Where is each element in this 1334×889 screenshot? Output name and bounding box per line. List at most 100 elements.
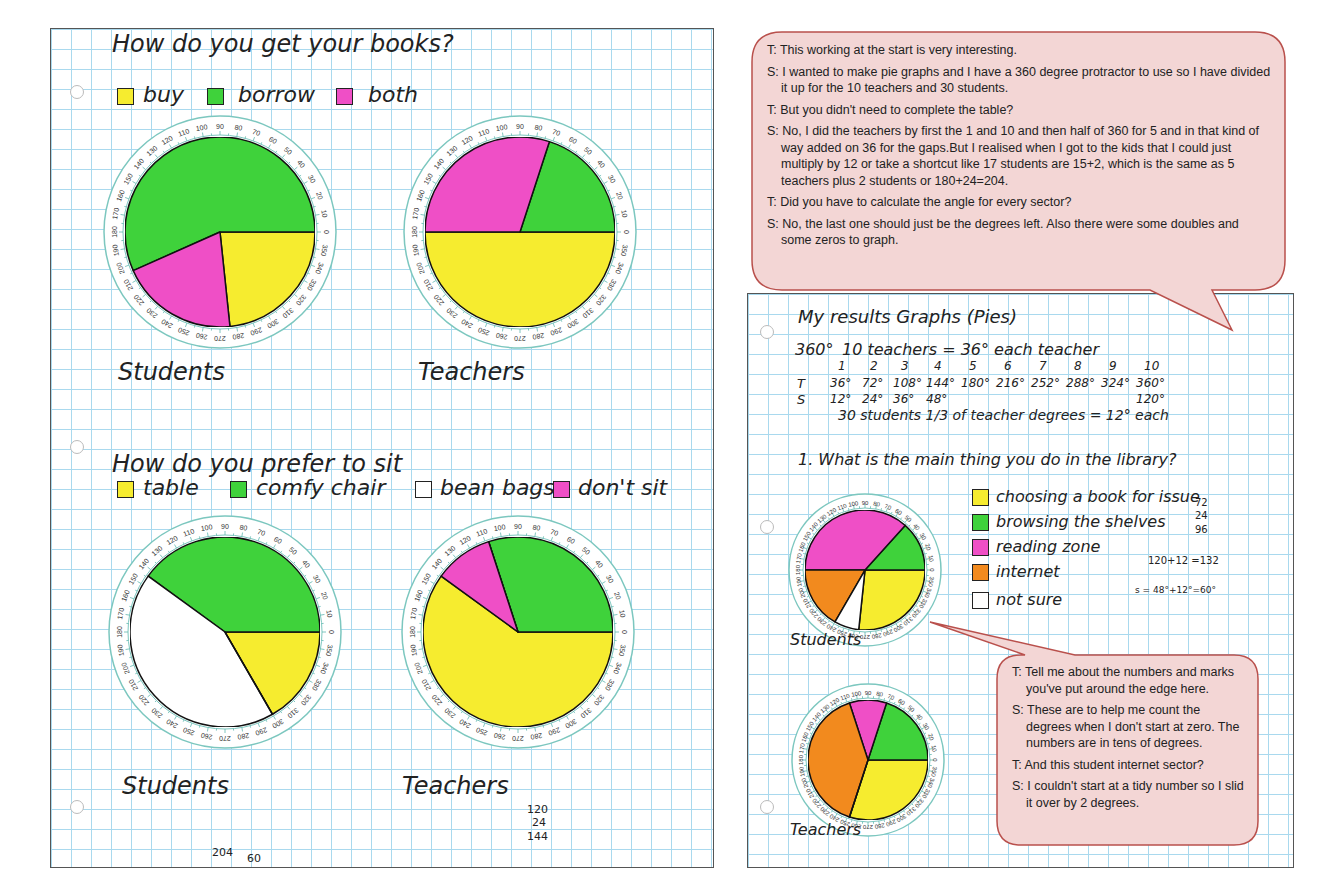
svg-text:100: 100 — [200, 523, 213, 532]
svg-text:190: 190 — [409, 644, 418, 657]
svg-text:90: 90 — [514, 523, 522, 530]
svg-text:180: 180 — [111, 226, 118, 238]
svg-text:130: 130 — [145, 144, 159, 157]
svg-text:90: 90 — [865, 690, 872, 696]
svg-text:310: 310 — [281, 307, 295, 320]
svg-text:340: 340 — [926, 777, 935, 789]
svg-text:150: 150 — [422, 172, 434, 186]
svg-text:100: 100 — [493, 523, 506, 532]
svg-text:20: 20 — [315, 191, 324, 201]
svg-text:110: 110 — [182, 527, 195, 537]
svg-text:200: 200 — [415, 261, 426, 274]
svg-text:210: 210 — [422, 278, 434, 292]
svg-text:80: 80 — [234, 123, 243, 131]
svg-text:150: 150 — [805, 720, 816, 732]
svg-text:30: 30 — [605, 574, 615, 584]
svg-text:0: 0 — [623, 230, 630, 234]
svg-text:150: 150 — [802, 530, 813, 542]
svg-text:60: 60 — [568, 135, 578, 145]
svg-text:240: 240 — [165, 718, 179, 730]
svg-text:40: 40 — [296, 159, 306, 170]
svg-text:70: 70 — [884, 503, 893, 511]
svg-text:230: 230 — [816, 615, 828, 626]
svg-text:140: 140 — [132, 157, 145, 171]
svg-text:30: 30 — [607, 174, 617, 184]
svg-text:140: 140 — [811, 711, 822, 723]
svg-text:290: 290 — [885, 818, 897, 827]
svg-text:300: 300 — [266, 318, 280, 330]
svg-text:110: 110 — [475, 527, 488, 537]
svg-text:220: 220 — [432, 293, 445, 307]
svg-text:160: 160 — [413, 589, 424, 602]
svg-text:70: 70 — [551, 128, 561, 137]
svg-text:210: 210 — [420, 678, 432, 692]
svg-text:300: 300 — [271, 718, 285, 730]
svg-text:290: 290 — [882, 628, 894, 637]
svg-text:100: 100 — [848, 500, 860, 508]
svg-text:190: 190 — [795, 576, 803, 588]
svg-text:180: 180 — [409, 626, 416, 638]
svg-text:10: 10 — [618, 609, 626, 618]
svg-text:290: 290 — [549, 326, 562, 337]
svg-text:220: 220 — [808, 607, 819, 619]
svg-text:130: 130 — [443, 544, 457, 557]
svg-text:250: 250 — [475, 726, 488, 737]
svg-text:190: 190 — [116, 644, 125, 657]
svg-text:0: 0 — [621, 630, 628, 634]
svg-text:230: 230 — [819, 805, 831, 816]
svg-text:70: 70 — [887, 693, 896, 701]
svg-text:190: 190 — [798, 766, 806, 778]
svg-text:340: 340 — [612, 662, 623, 675]
svg-text:60: 60 — [566, 535, 576, 545]
svg-text:220: 220 — [430, 693, 443, 707]
svg-text:280: 280 — [871, 632, 883, 640]
svg-text:50: 50 — [583, 146, 594, 156]
svg-text:120: 120 — [829, 697, 841, 708]
svg-text:350: 350 — [325, 644, 334, 657]
svg-text:180: 180 — [798, 754, 804, 765]
svg-text:100: 100 — [495, 123, 508, 132]
svg-text:330: 330 — [311, 678, 323, 692]
svg-text:80: 80 — [532, 523, 541, 531]
svg-text:60: 60 — [268, 135, 278, 145]
svg-text:270: 270 — [862, 824, 873, 830]
svg-text:250: 250 — [477, 326, 490, 337]
svg-text:350: 350 — [320, 244, 329, 257]
svg-text:50: 50 — [283, 146, 294, 156]
svg-text:60: 60 — [273, 535, 283, 545]
svg-text:140: 140 — [808, 521, 819, 533]
svg-text:20: 20 — [615, 191, 624, 201]
svg-text:220: 220 — [137, 693, 150, 707]
svg-text:220: 220 — [811, 797, 822, 809]
svg-text:290: 290 — [254, 726, 267, 737]
svg-text:20: 20 — [320, 591, 329, 601]
svg-text:200: 200 — [800, 777, 809, 789]
svg-text:340: 340 — [319, 662, 330, 675]
svg-text:30: 30 — [922, 722, 931, 731]
svg-text:270: 270 — [219, 735, 231, 742]
svg-text:210: 210 — [802, 597, 813, 609]
svg-text:10: 10 — [620, 209, 628, 218]
svg-text:310: 310 — [581, 307, 595, 320]
svg-text:120: 120 — [826, 507, 838, 518]
svg-text:350: 350 — [618, 644, 627, 657]
svg-text:70: 70 — [251, 128, 261, 137]
svg-text:280: 280 — [874, 822, 886, 830]
svg-text:320: 320 — [593, 693, 606, 707]
svg-text:120: 120 — [160, 134, 174, 146]
svg-text:90: 90 — [216, 123, 224, 130]
svg-text:40: 40 — [596, 159, 606, 170]
svg-text:110: 110 — [840, 692, 852, 701]
svg-text:30: 30 — [312, 574, 322, 584]
svg-text:200: 200 — [413, 661, 424, 674]
svg-text:160: 160 — [801, 731, 810, 743]
svg-text:280: 280 — [237, 732, 250, 741]
svg-text:310: 310 — [579, 707, 593, 720]
svg-text:210: 210 — [122, 278, 134, 292]
svg-text:240: 240 — [160, 318, 174, 330]
svg-text:350: 350 — [927, 576, 935, 588]
svg-text:300: 300 — [564, 718, 578, 730]
svg-text:120: 120 — [458, 534, 472, 546]
svg-text:130: 130 — [445, 144, 459, 157]
svg-text:170: 170 — [111, 207, 120, 220]
